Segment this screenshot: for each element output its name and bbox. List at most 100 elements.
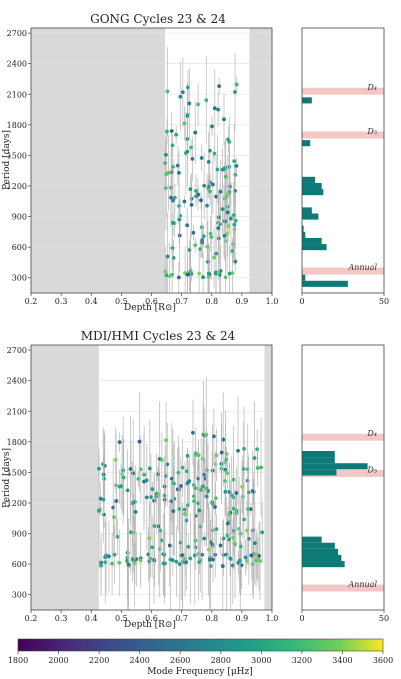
data-point (193, 243, 198, 248)
x-tick-label: 0.7 (175, 614, 188, 623)
y-tick-label: 2700 (7, 346, 27, 355)
data-point (202, 536, 207, 541)
x-tick-label: 0.5 (115, 297, 128, 306)
data-point (188, 187, 193, 192)
data-point (252, 541, 257, 546)
data-point (231, 506, 236, 511)
shaded-region (31, 345, 99, 610)
y-tick-label: 1800 (7, 121, 27, 130)
data-point (185, 149, 190, 154)
data-point (255, 466, 260, 470)
data-point (163, 186, 168, 190)
data-point (169, 499, 173, 504)
data-point (208, 231, 213, 236)
data-point (137, 439, 142, 444)
data-point (152, 498, 156, 503)
x-tick-label: 0.6 (145, 614, 158, 623)
data-point (227, 139, 232, 144)
data-point (240, 494, 245, 499)
data-point (177, 233, 182, 238)
histogram-bar (302, 542, 335, 549)
x-tick-label: 0.9 (236, 297, 249, 306)
data-point (170, 143, 175, 148)
data-point (227, 490, 232, 494)
data-point (189, 145, 193, 150)
data-point (176, 470, 181, 475)
data-point (185, 223, 190, 228)
data-point (176, 275, 181, 280)
data-point (251, 528, 255, 533)
data-point (199, 156, 204, 160)
colorbar-tick-label: 2000 (48, 656, 68, 665)
data-point (147, 536, 152, 541)
data-point (218, 543, 223, 548)
mdi-hmi-title: MDI/HMI Cycles 23 & 24 (81, 329, 236, 343)
data-point (231, 536, 235, 540)
data-point (170, 476, 174, 481)
shaded-region (249, 28, 272, 293)
data-point (193, 189, 198, 193)
colorbar-tick-label: 2200 (89, 656, 109, 665)
mdi-hmi-x-axis-label: Depth [R⊙] (124, 620, 176, 630)
x-tick-label: 0.7 (175, 297, 188, 306)
data-point (193, 130, 198, 135)
mdi-hmi-panel: MDI/HMI Cycles 23 & 24 0.2 0.3 0.4 0.5 0.6 0.… (2, 329, 389, 630)
data-point (208, 564, 213, 569)
data-point (178, 484, 183, 488)
histogram-area (302, 345, 384, 610)
gong-panel: GONG Cycles 23 & 24 0.2 0.3 0.4 0.5 0.6 0.7 0.… (2, 12, 389, 313)
data-point (191, 430, 195, 435)
histogram-bar (302, 561, 345, 568)
x-tick-label: 0.3 (55, 297, 68, 306)
histogram-bar (302, 463, 368, 470)
data-point (152, 524, 157, 528)
data-point (204, 432, 209, 437)
data-point (220, 564, 225, 568)
data-point (210, 542, 215, 547)
data-point (210, 501, 215, 506)
data-point (114, 499, 119, 503)
period-band-label: Annual (347, 263, 377, 272)
data-point (234, 82, 239, 87)
colorbar: 1800 2000 2200 2400 2600 2800 3000 3200 3400 3600… (8, 638, 393, 677)
data-point (164, 273, 169, 278)
data-point (158, 528, 163, 533)
histogram-bar (302, 536, 322, 543)
data-point (110, 561, 115, 566)
data-point (128, 530, 133, 535)
x-tick-label: 0.4 (85, 614, 98, 623)
data-point (230, 563, 235, 568)
data-point (103, 560, 108, 565)
data-point (223, 489, 228, 494)
data-point (207, 184, 212, 189)
data-point (168, 557, 173, 562)
data-point (211, 182, 215, 187)
data-point (228, 184, 232, 189)
data-point (218, 189, 223, 194)
data-point (234, 491, 239, 495)
data-point (237, 559, 242, 563)
data-point (196, 102, 200, 107)
x-tick-label: 1.0 (266, 297, 279, 306)
data-point (219, 450, 224, 455)
data-point (185, 272, 190, 277)
period-band-label: D₄ (366, 83, 377, 92)
data-point (111, 505, 116, 510)
data-point (187, 101, 192, 106)
data-point (216, 270, 221, 275)
histogram-bar (302, 274, 306, 281)
period-band (302, 267, 384, 275)
data-point (163, 269, 168, 274)
data-point (205, 244, 210, 249)
x-tick-label: 0.5 (115, 614, 128, 623)
period-band (302, 131, 384, 139)
data-point (171, 164, 175, 169)
data-point (174, 132, 179, 137)
data-point (223, 275, 228, 280)
period-band-label: Annual (347, 580, 377, 589)
data-point (208, 189, 212, 194)
hist-x-tick-label: 50 (379, 614, 389, 623)
data-point (138, 467, 143, 472)
data-point (205, 259, 210, 264)
data-point (210, 124, 214, 129)
